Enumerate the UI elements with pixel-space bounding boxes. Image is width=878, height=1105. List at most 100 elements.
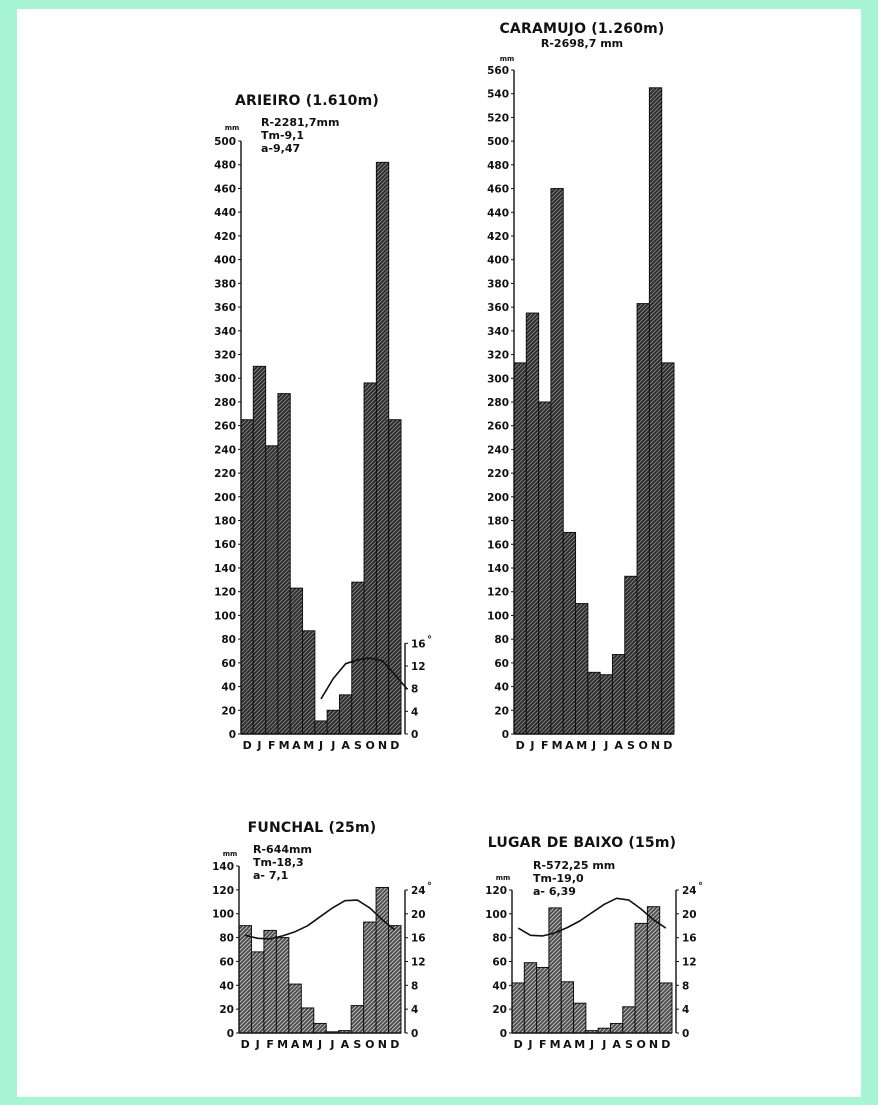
chart-caramujo-y-tick-label: 440 xyxy=(487,207,509,219)
chart-caramujo-x-tick-label: D xyxy=(663,739,672,752)
chart-arieiro-x-tick-label: J xyxy=(256,739,261,752)
chart-arieiro-bar xyxy=(338,694,353,735)
chart-lugar-temp-tick-label: 12 xyxy=(682,957,697,969)
chart-funchal-stats: R-644mm Tm-18,3 a- 7,1 xyxy=(253,843,312,882)
chart-caramujo-bar xyxy=(661,362,675,735)
chart-caramujo-x-tick-label: J xyxy=(603,739,608,752)
chart-funchal-x-tick-label: M xyxy=(277,1038,288,1051)
chart-caramujo-y-tick-label: 20 xyxy=(494,705,509,717)
chart-caramujo-x-tick-label: S xyxy=(627,739,635,752)
chart-lugar-x-tick-label: O xyxy=(637,1038,646,1051)
chart-funchal-y-tick-label: 60 xyxy=(219,956,234,968)
chart-arieiro-bar xyxy=(326,709,340,735)
chart-lugar-temp-line xyxy=(517,897,667,937)
chart-arieiro-stat-a: a-9,47 xyxy=(261,142,301,155)
chart-caramujo-y-tick-label: 520 xyxy=(487,112,509,124)
chart-funchal-bar xyxy=(238,925,252,1034)
chart-caramujo-y-tick-label: 0 xyxy=(502,729,509,741)
chart-lugar-x-tick-label: A xyxy=(563,1038,572,1051)
chart-funchal-bar xyxy=(388,925,402,1034)
chart-caramujo: 0 20 40 60 80 100 120 140 160 180 200 220 240 260 280 3… xyxy=(487,55,675,752)
chart-lugar-temp-unit: ° xyxy=(698,881,703,892)
chart-lugar-title: LUGAR DE BAIXO (15m) xyxy=(487,835,677,851)
chart-lugar-x-tick-label: D xyxy=(661,1038,670,1051)
chart-caramujo-y-tick-label: 560 xyxy=(487,65,509,77)
chart-funchal-y-unit: mm xyxy=(223,850,238,858)
chart-caramujo-bar xyxy=(624,575,638,735)
chart-caramujo-bar xyxy=(513,362,527,735)
chart-caramujo-y-tick-label: 200 xyxy=(487,492,509,504)
chart-caramujo-y-tick-label: 60 xyxy=(494,658,509,670)
chart-arieiro-temp-tick-label: 16 xyxy=(411,638,426,650)
chart-arieiro-stat-tm: Tm-9,1 xyxy=(261,129,305,142)
chart-funchal-y-tick-label: 140 xyxy=(212,861,234,873)
chart-arieiro-y-tick-label: 160 xyxy=(214,539,236,551)
chart-caramujo-y-tick-label: 140 xyxy=(487,563,509,575)
chart-arieiro-y-tick-label: 500 xyxy=(214,136,236,148)
chart-lugar-bar xyxy=(646,906,661,1034)
chart-lugar-bar xyxy=(597,1027,611,1034)
chart-caramujo-y-tick-label: 160 xyxy=(487,539,509,551)
chart-lugar-header: LUGAR DE BAIXO (15m) xyxy=(487,835,677,851)
chart-arieiro-bar xyxy=(289,587,304,735)
chart-caramujo-y-tick-label: 180 xyxy=(487,516,509,528)
chart-arieiro-y-tick-label: 320 xyxy=(214,349,236,361)
climate-charts: 0204060801001201401601802002202402602803… xyxy=(212,55,703,1051)
chart-lugar-temp-tick-label: 0 xyxy=(682,1028,689,1040)
chart-arieiro-x-tick-label: A xyxy=(292,739,301,752)
chart-funchal-stat-a: a- 7,1 xyxy=(253,869,289,882)
chart-caramujo-y-tick-label: 40 xyxy=(494,682,509,694)
chart-caramujo-bar xyxy=(587,671,601,735)
chart-arieiro-y-tick-label: 220 xyxy=(214,468,236,480)
chart-arieiro-bar xyxy=(314,720,328,735)
chart-caramujo-y-tick-label: 240 xyxy=(487,444,509,456)
chart-funchal-bar xyxy=(250,951,265,1034)
chart-lugar-temp-tick-label: 20 xyxy=(682,909,697,921)
chart-caramujo-y-tick-label: 280 xyxy=(487,397,509,409)
chart-arieiro-x-tick-label: F xyxy=(268,739,276,752)
chart-caramujo-y-tick-label: 380 xyxy=(487,278,509,290)
chart-arieiro-x-tick-label: M xyxy=(303,739,314,752)
chart-caramujo-y-tick-label: 360 xyxy=(487,302,509,314)
chart-funchal-y-tick-label: 100 xyxy=(212,909,234,921)
chart-lugar-stat-a: a- 6,39 xyxy=(533,885,576,898)
chart-caramujo-x-tick-label: J xyxy=(591,739,596,752)
chart-funchal-temp-tick-label: 0 xyxy=(411,1028,418,1040)
chart-funchal-temp-tick-label: 20 xyxy=(411,909,426,921)
chart-arieiro-bar xyxy=(252,365,267,735)
chart-funchal-x-tick-label: M xyxy=(302,1038,313,1051)
chart-caramujo-y-tick-label: 400 xyxy=(487,255,509,267)
chart-funchal-temp-tick-label: 16 xyxy=(411,933,426,945)
chart-funchal-bar xyxy=(313,1022,327,1034)
chart-funchal-x-tick-label: J xyxy=(317,1038,322,1051)
chart-caramujo-header: CARAMUJO (1.260m) R-2698,7 mm xyxy=(487,21,677,50)
chart-caramujo-y-tick-label: 120 xyxy=(487,587,509,599)
chart-arieiro-y-tick-label: 260 xyxy=(214,421,236,433)
chart-funchal-header: FUNCHAL (25m) xyxy=(242,820,382,836)
chart-caramujo-title: CARAMUJO (1.260m) xyxy=(499,21,665,37)
chart-lugar-x-tick-label: J xyxy=(589,1038,594,1051)
chart-lugar-x-tick-label: J xyxy=(601,1038,606,1051)
chart-caramujo-y-tick-label: 500 xyxy=(487,136,509,148)
chart-caramujo-y-tick-label: 260 xyxy=(487,421,509,433)
chart-arieiro-temp-tick-label: 8 xyxy=(411,684,418,696)
chart-funchal-x-tick-label: O xyxy=(365,1038,374,1051)
chart-funchal-x-tick-label: A xyxy=(291,1038,300,1051)
chart-funchal-bar xyxy=(288,983,302,1034)
chart-caramujo-stat-r: R-2698,7 mm xyxy=(540,37,624,50)
chart-lugar-bar xyxy=(573,1002,587,1034)
chart-caramujo-bar xyxy=(648,87,663,735)
chart-arieiro-x-tick-label: N xyxy=(378,739,387,752)
chart-lugar-bar xyxy=(536,966,550,1034)
chart-funchal-y-tick-label: 0 xyxy=(227,1028,234,1040)
chart-arieiro-y-tick-label: 420 xyxy=(214,231,236,243)
chart-caramujo-x-tick-label: M xyxy=(576,739,587,752)
chart-funchal-x-tick-label: N xyxy=(378,1038,387,1051)
chart-caramujo-y-tick-label: 100 xyxy=(487,610,509,622)
chart-lugar-y-tick-label: 100 xyxy=(485,909,507,921)
chart-caramujo-x-tick-label: O xyxy=(639,739,648,752)
chart-arieiro-temp-tick-label: 0 xyxy=(411,729,418,741)
chart-funchal-bar xyxy=(300,1007,315,1034)
chart-funchal-bar xyxy=(363,921,377,1034)
chart-lugar-stat-r: R-572,25 mm xyxy=(533,859,616,872)
